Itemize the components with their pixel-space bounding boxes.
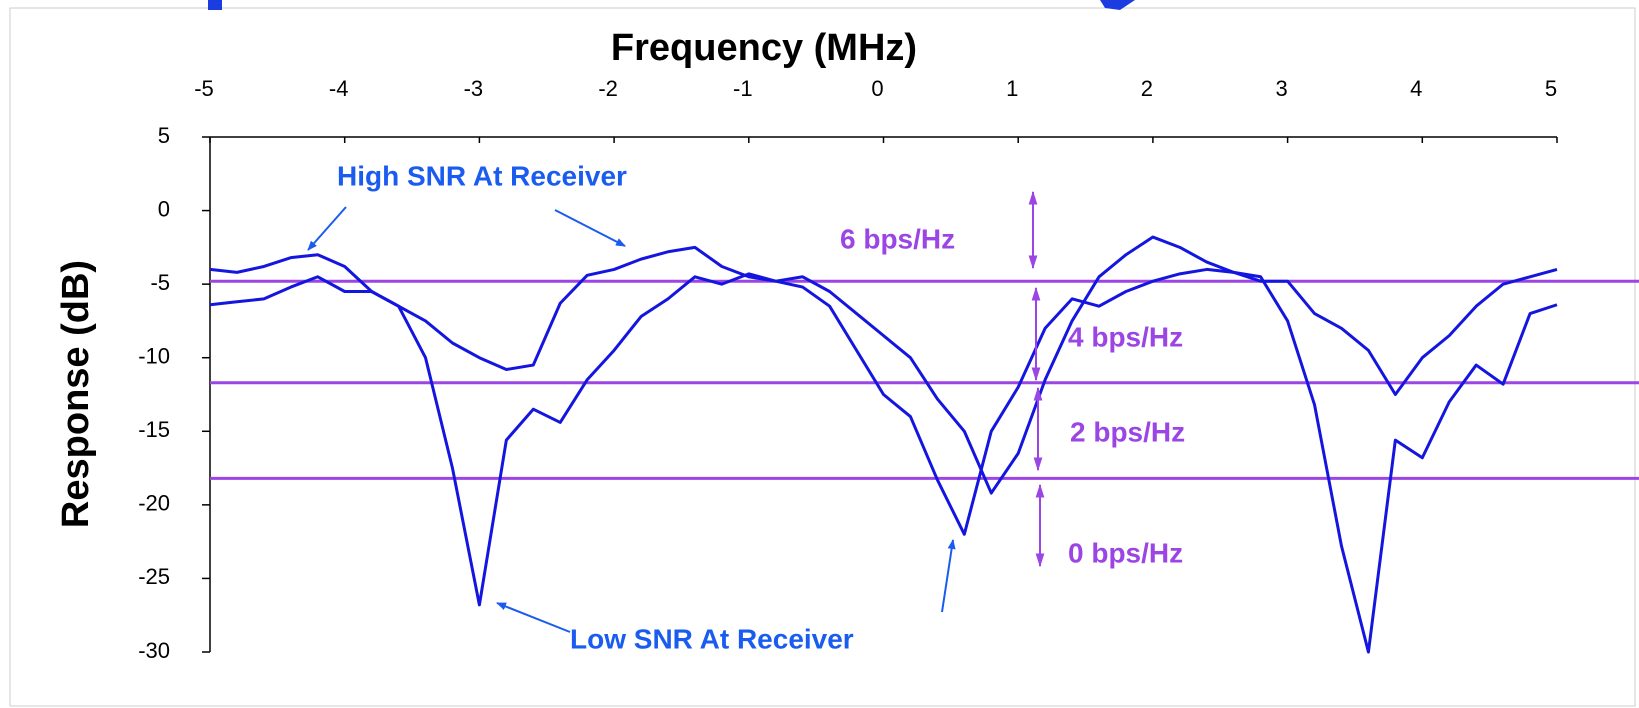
annotation: 6 bps/Hz <box>840 223 955 254</box>
series-line <box>209 235 1558 495</box>
x-tick-label: 3 <box>1275 76 1287 101</box>
x-tick-label: 5 <box>1545 76 1557 101</box>
x-tick-label: 0 <box>871 76 883 101</box>
callout-arrows <box>307 206 956 633</box>
plot-area: 50-5-10-15-20-25-30-5 -4 -3 -2 -1 0 1 2 3 4 5 <box>138 76 1639 663</box>
x-tick-label: -1 <box>733 76 753 101</box>
y-axis-title: Response (dB) <box>55 260 97 528</box>
y-tick-label: 5 <box>158 123 170 148</box>
decoration <box>1100 0 1135 10</box>
x-tick-label: -4 <box>329 76 349 101</box>
x-tick-label: 2 <box>1141 76 1153 101</box>
annotation: 4 bps/Hz <box>1068 321 1183 352</box>
band-arrows <box>1028 190 1045 568</box>
y-tick-label: -30 <box>138 638 170 663</box>
y-tick-label: -20 <box>138 491 170 516</box>
decoration <box>208 0 222 10</box>
frame <box>9 7 1636 707</box>
annotation: Low SNR At Receiver <box>570 623 854 654</box>
annotation: 2 bps/Hz <box>1070 416 1185 447</box>
annotation: High SNR At Receiver <box>337 160 627 191</box>
y-tick-label: 0 <box>158 196 170 221</box>
x-tick-label: 4 <box>1410 76 1422 101</box>
x-tick-label: 1 <box>1006 76 1018 101</box>
y-tick-label: -5 <box>150 270 170 295</box>
x-tick-label: -3 <box>464 76 484 101</box>
annotation: 0 bps/Hz <box>1068 537 1183 568</box>
series-line <box>209 267 1558 654</box>
x-tick-label: -5 <box>194 76 214 101</box>
y-tick-label: -15 <box>138 417 170 442</box>
y-tick-label: -10 <box>138 344 170 369</box>
y-tick-label: -25 <box>138 564 170 589</box>
x-axis-title: Frequency (MHz) <box>611 27 917 69</box>
x-tick-label: -2 <box>598 76 618 101</box>
